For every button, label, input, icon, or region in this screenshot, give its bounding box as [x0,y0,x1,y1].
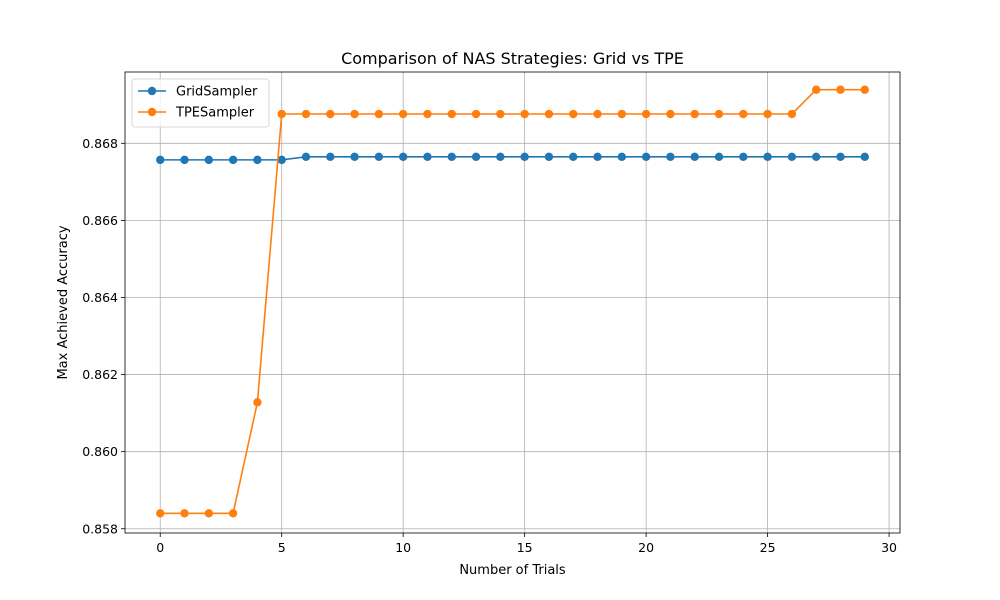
data-point-gridsampler [423,152,432,161]
data-point-tpesampler [423,109,432,119]
x-tick-label: 10 [395,540,411,555]
x-tick-label: 20 [638,540,654,555]
data-point-gridsampler [374,152,384,161]
legend-swatch-marker [147,107,157,117]
data-point-tpesampler [811,85,821,94]
data-point-gridsampler [836,152,845,161]
data-point-tpesampler [520,109,529,119]
plot-frame [124,71,901,534]
data-point-tpesampler [496,109,505,119]
data-point-tpesampler [593,109,602,119]
data-point-gridsampler [301,152,311,161]
data-point-gridsampler [593,152,602,161]
data-point-tpesampler [350,109,359,119]
data-point-gridsampler [690,152,699,161]
data-point-tpesampler [253,398,262,407]
y-tick-label: 0.866 [82,213,118,228]
series-layer [156,85,869,518]
data-point-gridsampler [763,152,772,161]
data-point-gridsampler [714,152,724,161]
data-point-gridsampler [204,155,214,165]
data-point-tpesampler [204,509,214,518]
data-point-tpesampler [617,109,627,119]
data-point-tpesampler [690,109,699,119]
data-point-tpesampler [666,109,675,119]
data-point-tpesampler [374,109,384,119]
data-point-tpesampler [447,109,456,119]
chart-title: Comparison of NAS Strategies: Grid vs TP… [341,49,684,68]
data-point-tpesampler [787,109,797,119]
data-point-tpesampler [714,109,724,119]
data-point-gridsampler [156,155,165,165]
data-point-tpesampler [326,109,335,119]
data-point-gridsampler [641,152,651,161]
legend-label: GridSampler [176,85,258,100]
data-point-tpesampler [739,109,748,119]
data-point-tpesampler [836,85,845,94]
data-point-gridsampler [398,152,408,161]
y-tick-label: 0.862 [82,367,118,382]
data-point-gridsampler [253,155,262,165]
x-tick-label: 0 [156,540,164,555]
y-tick-label: 0.860 [82,444,118,459]
data-point-gridsampler [520,152,529,161]
data-point-tpesampler [277,109,286,119]
data-point-gridsampler [860,152,869,161]
x-tick-label: 15 [517,540,533,555]
data-point-gridsampler [496,152,505,161]
data-point-gridsampler [739,152,748,161]
data-point-tpesampler [398,109,408,119]
data-point-tpesampler [763,109,772,119]
y-tick-label: 0.864 [82,290,118,305]
data-point-gridsampler [447,152,456,161]
data-point-gridsampler [228,155,238,165]
y-tick-label: 0.858 [82,521,118,536]
data-point-tpesampler [156,509,165,518]
data-point-gridsampler [350,152,359,161]
legend-label: TPESampler [175,106,255,121]
data-point-gridsampler [666,152,675,161]
data-point-gridsampler [544,152,554,161]
y-axis-title: Max Achieved Accuracy [56,225,71,379]
data-point-tpesampler [860,85,869,94]
x-tick-label: 5 [278,540,286,555]
legend-box [131,78,270,128]
data-point-tpesampler [228,509,238,518]
data-point-tpesampler [641,109,651,119]
grid-lines [125,72,900,533]
y-tick-label: 0.868 [82,136,118,151]
axis-ticks: 0 5 10 15 20 25 30 0.858 0.860 0.862 0.864 0.866 0.8… [82,136,897,555]
data-point-gridsampler [569,152,578,161]
data-point-tpesampler [471,109,481,119]
data-point-gridsampler [180,155,189,165]
x-tick-label: 25 [760,540,776,555]
legend-swatch-marker [147,86,157,96]
data-point-gridsampler [277,155,286,165]
x-axis-title: Number of Trials [459,563,566,578]
data-point-gridsampler [811,152,821,161]
data-point-tpesampler [544,109,554,119]
data-point-tpesampler [569,109,578,119]
data-point-tpesampler [301,109,311,119]
data-point-tpesampler [180,509,189,518]
data-point-gridsampler [617,152,627,161]
legend: GridSampler TPESampler [131,78,270,128]
x-tick-label: 30 [881,540,897,555]
data-point-gridsampler [471,152,481,161]
data-point-gridsampler [326,152,335,161]
data-point-gridsampler [787,152,797,161]
